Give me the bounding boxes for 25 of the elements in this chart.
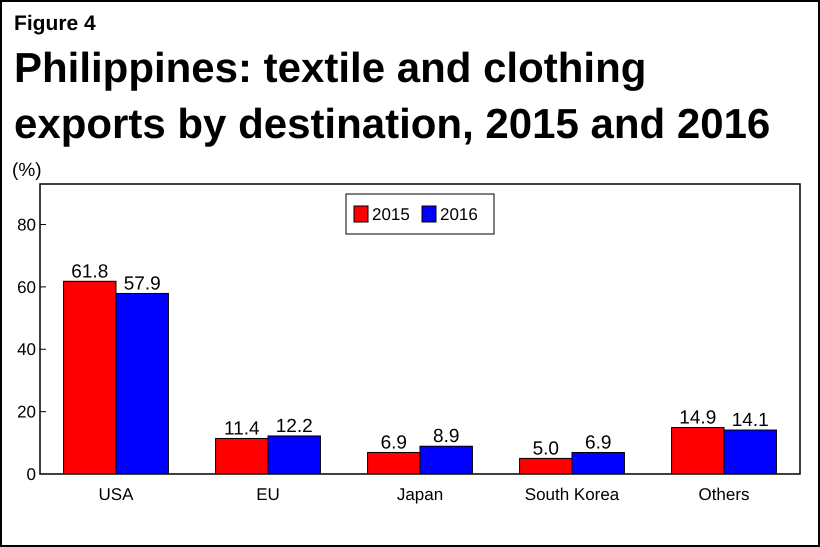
text: 14.1 xyxy=(732,410,769,432)
text: 12.2 xyxy=(276,416,313,437)
y-tick-label: 0 xyxy=(26,464,36,484)
text: 5.0 xyxy=(532,438,559,460)
text: 11.4 xyxy=(224,418,260,440)
y-tick-label: 60 xyxy=(17,278,36,297)
text: 61.8 xyxy=(71,261,108,282)
text: 14.9 xyxy=(679,408,716,429)
legend-label: 2016 xyxy=(440,204,478,224)
text: 8.9 xyxy=(433,426,460,448)
text: 6.9 xyxy=(380,432,407,454)
chart-title: Philippines: textile and clothing exports by destination, 2015 and 2016 xyxy=(14,44,770,147)
x-tick-label: USA xyxy=(98,485,134,504)
x-tick-label: Japan xyxy=(396,485,444,504)
caption: Figure 4 xyxy=(14,12,96,35)
text: 57.9 xyxy=(124,273,161,294)
legend-label: 2015 xyxy=(372,204,410,224)
x-tick-label: Others xyxy=(698,485,750,504)
y-tick-label: 80 xyxy=(17,215,36,234)
y-axis-title: (%) xyxy=(12,160,42,181)
x-tick-label: South Korea xyxy=(524,485,620,504)
y-tick-label: 40 xyxy=(17,340,36,360)
x-tick-label: EU xyxy=(256,485,280,504)
y-tick-label: 20 xyxy=(17,402,36,422)
text: 6.9 xyxy=(585,432,612,454)
